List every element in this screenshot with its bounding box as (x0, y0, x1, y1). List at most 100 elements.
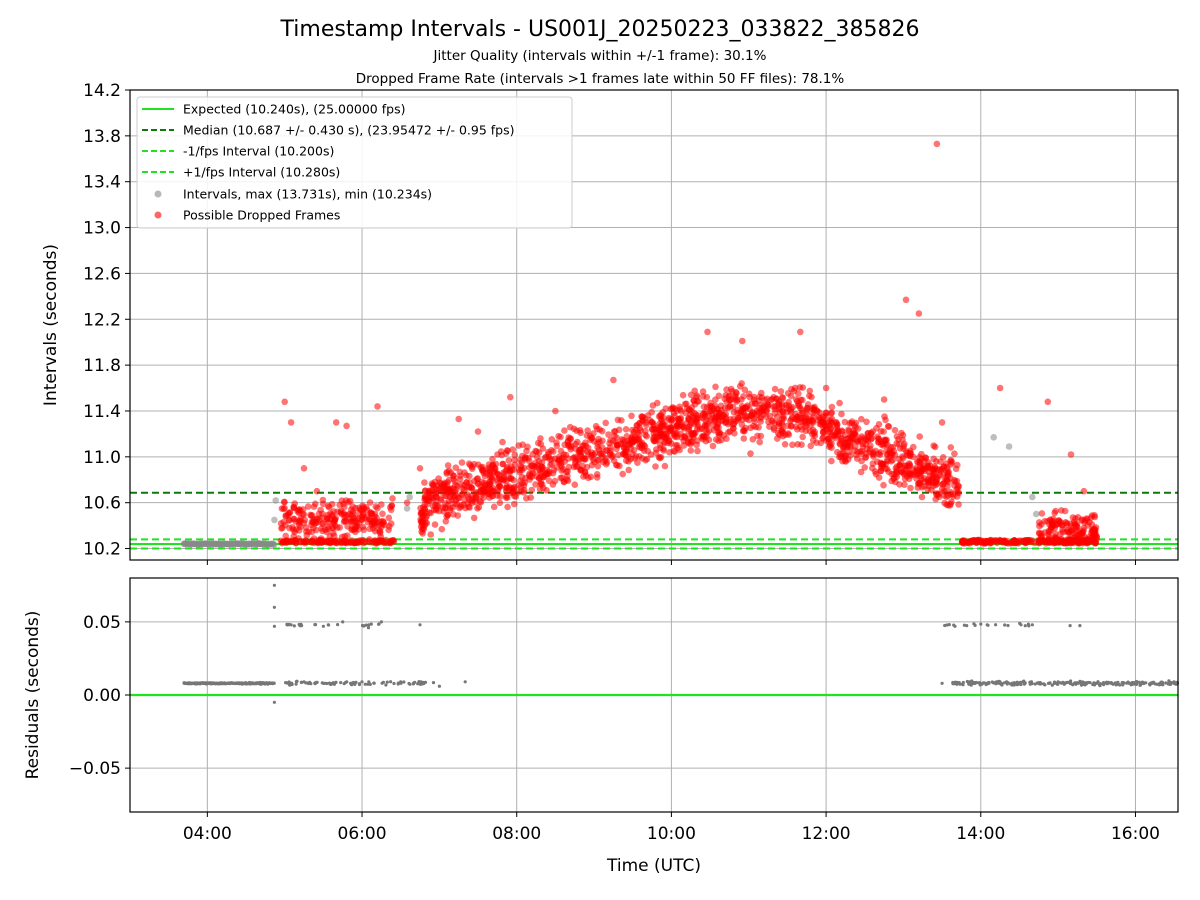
dropped-frame-point (828, 409, 835, 417)
residual-point (1068, 624, 1072, 628)
dropped-frame-point (461, 469, 468, 476)
residual-point (272, 583, 276, 587)
dropped-frame-point (843, 435, 850, 443)
dropped-frame-point (687, 440, 694, 448)
dropped-frame-point (594, 440, 601, 447)
dropped-frame-point (355, 504, 363, 512)
interval-point (236, 540, 243, 548)
dropped-frame-point (328, 500, 336, 508)
residual-point (367, 680, 371, 684)
dropped-frame-point (896, 462, 903, 469)
residual-point (360, 680, 364, 684)
residual-point (294, 680, 298, 684)
dropped-frame-point (869, 464, 876, 472)
dropped-frame-point (836, 399, 843, 407)
dropped-frame-point (527, 494, 534, 501)
dropped-frame-point (730, 415, 738, 423)
dropped-frame-point (447, 469, 455, 477)
dropped-frame-point (739, 408, 747, 415)
dropped-frame-point (938, 419, 946, 426)
dropped-frame-point (745, 390, 753, 398)
dropped-frame-point (456, 475, 464, 483)
residual-point (341, 620, 345, 624)
dropped-frame-point (1042, 537, 1049, 545)
dropped-frame-point (295, 518, 303, 526)
dropped-frame-point (770, 426, 778, 434)
dropped-frame-point (885, 423, 893, 430)
residual-point (991, 681, 995, 685)
dropped-frame-point (941, 475, 949, 482)
dropped-frame-point (787, 407, 794, 414)
dropped-frame-point (955, 501, 962, 508)
dropped-frame-point (792, 423, 800, 430)
dropped-frame-point (777, 388, 785, 395)
dropped-frame-point (312, 500, 319, 508)
dropped-frame-point (691, 420, 698, 427)
dropped-frame-point (902, 296, 910, 304)
dropped-frame-point (588, 461, 596, 469)
residual-point (1138, 683, 1142, 687)
dropped-frame-subtitle: Dropped Frame Rate (intervals >1 frames … (356, 71, 845, 87)
residual-point (970, 681, 974, 686)
residual-point (328, 682, 332, 686)
dropped-frame-point (787, 392, 795, 400)
dropped-frame-point (489, 455, 496, 463)
dropped-frame-point (660, 420, 667, 428)
legend-intervals-label: Intervals, max (13.731s), min (10.234s) (183, 187, 432, 202)
residual-point (257, 681, 261, 685)
dropped-frame-point (1075, 537, 1082, 544)
intervals-points (180, 140, 1101, 549)
residual-point (402, 680, 406, 684)
dropped-frame-point (771, 385, 779, 393)
dropped-frame-point (656, 441, 664, 449)
dropped-frame-point (656, 427, 663, 434)
dropped-frame-point (765, 418, 772, 426)
dropped-frame-point (444, 462, 452, 469)
dropped-frame-point (553, 442, 561, 450)
residual-point (385, 680, 389, 684)
dropped-frame-point (834, 448, 841, 456)
dropped-frame-point (704, 328, 711, 336)
residuals-x-tick-label: 08:00 (492, 824, 541, 844)
dropped-frame-point (782, 431, 789, 439)
dropped-frame-point (499, 438, 506, 446)
dropped-frame-point (364, 518, 372, 526)
dropped-frame-point (861, 434, 868, 442)
dropped-frame-point (519, 452, 526, 460)
dropped-frame-point (739, 337, 746, 345)
dropped-frame-point (654, 399, 661, 407)
dropped-frame-point (330, 519, 338, 527)
dropped-frame-point (545, 453, 553, 461)
dropped-frame-point (701, 422, 709, 430)
dropped-frame-point (378, 501, 385, 508)
residuals-x-tick-label: 12:00 (802, 824, 851, 844)
residual-point (392, 681, 396, 686)
residuals-points (182, 583, 1180, 704)
dropped-frame-point (938, 485, 946, 493)
dropped-frame-point (447, 504, 454, 512)
dropped-frame-point (372, 503, 380, 510)
dropped-frame-point (828, 403, 836, 411)
dropped-frame-point (577, 467, 585, 474)
dropped-frame-point (857, 468, 865, 476)
dropped-frame-point (1038, 510, 1046, 517)
dropped-frame-point (795, 390, 802, 397)
dropped-frame-point (564, 477, 572, 485)
dropped-frame-point (749, 436, 757, 443)
legend-minus-fps-label: -1/fps Interval (10.200s) (183, 144, 334, 159)
dropped-frame-point (883, 456, 891, 464)
dropped-frame-point (907, 484, 914, 492)
dropped-frame-point (538, 481, 546, 488)
dropped-frame-point (629, 450, 636, 458)
dropped-frame-point (610, 376, 617, 384)
dropped-frame-point (355, 519, 363, 527)
legend-dropped-marker (154, 211, 162, 219)
dropped-frame-point (685, 406, 693, 414)
residual-point (1153, 682, 1157, 686)
residual-point (423, 680, 428, 684)
residuals-y-tick-label: 0.05 (83, 613, 121, 633)
dropped-frame-point (627, 455, 634, 463)
dropped-frame-point (880, 396, 888, 403)
dropped-frame-point (657, 412, 664, 420)
intervals-y-tick-label: 11.0 (83, 448, 121, 468)
